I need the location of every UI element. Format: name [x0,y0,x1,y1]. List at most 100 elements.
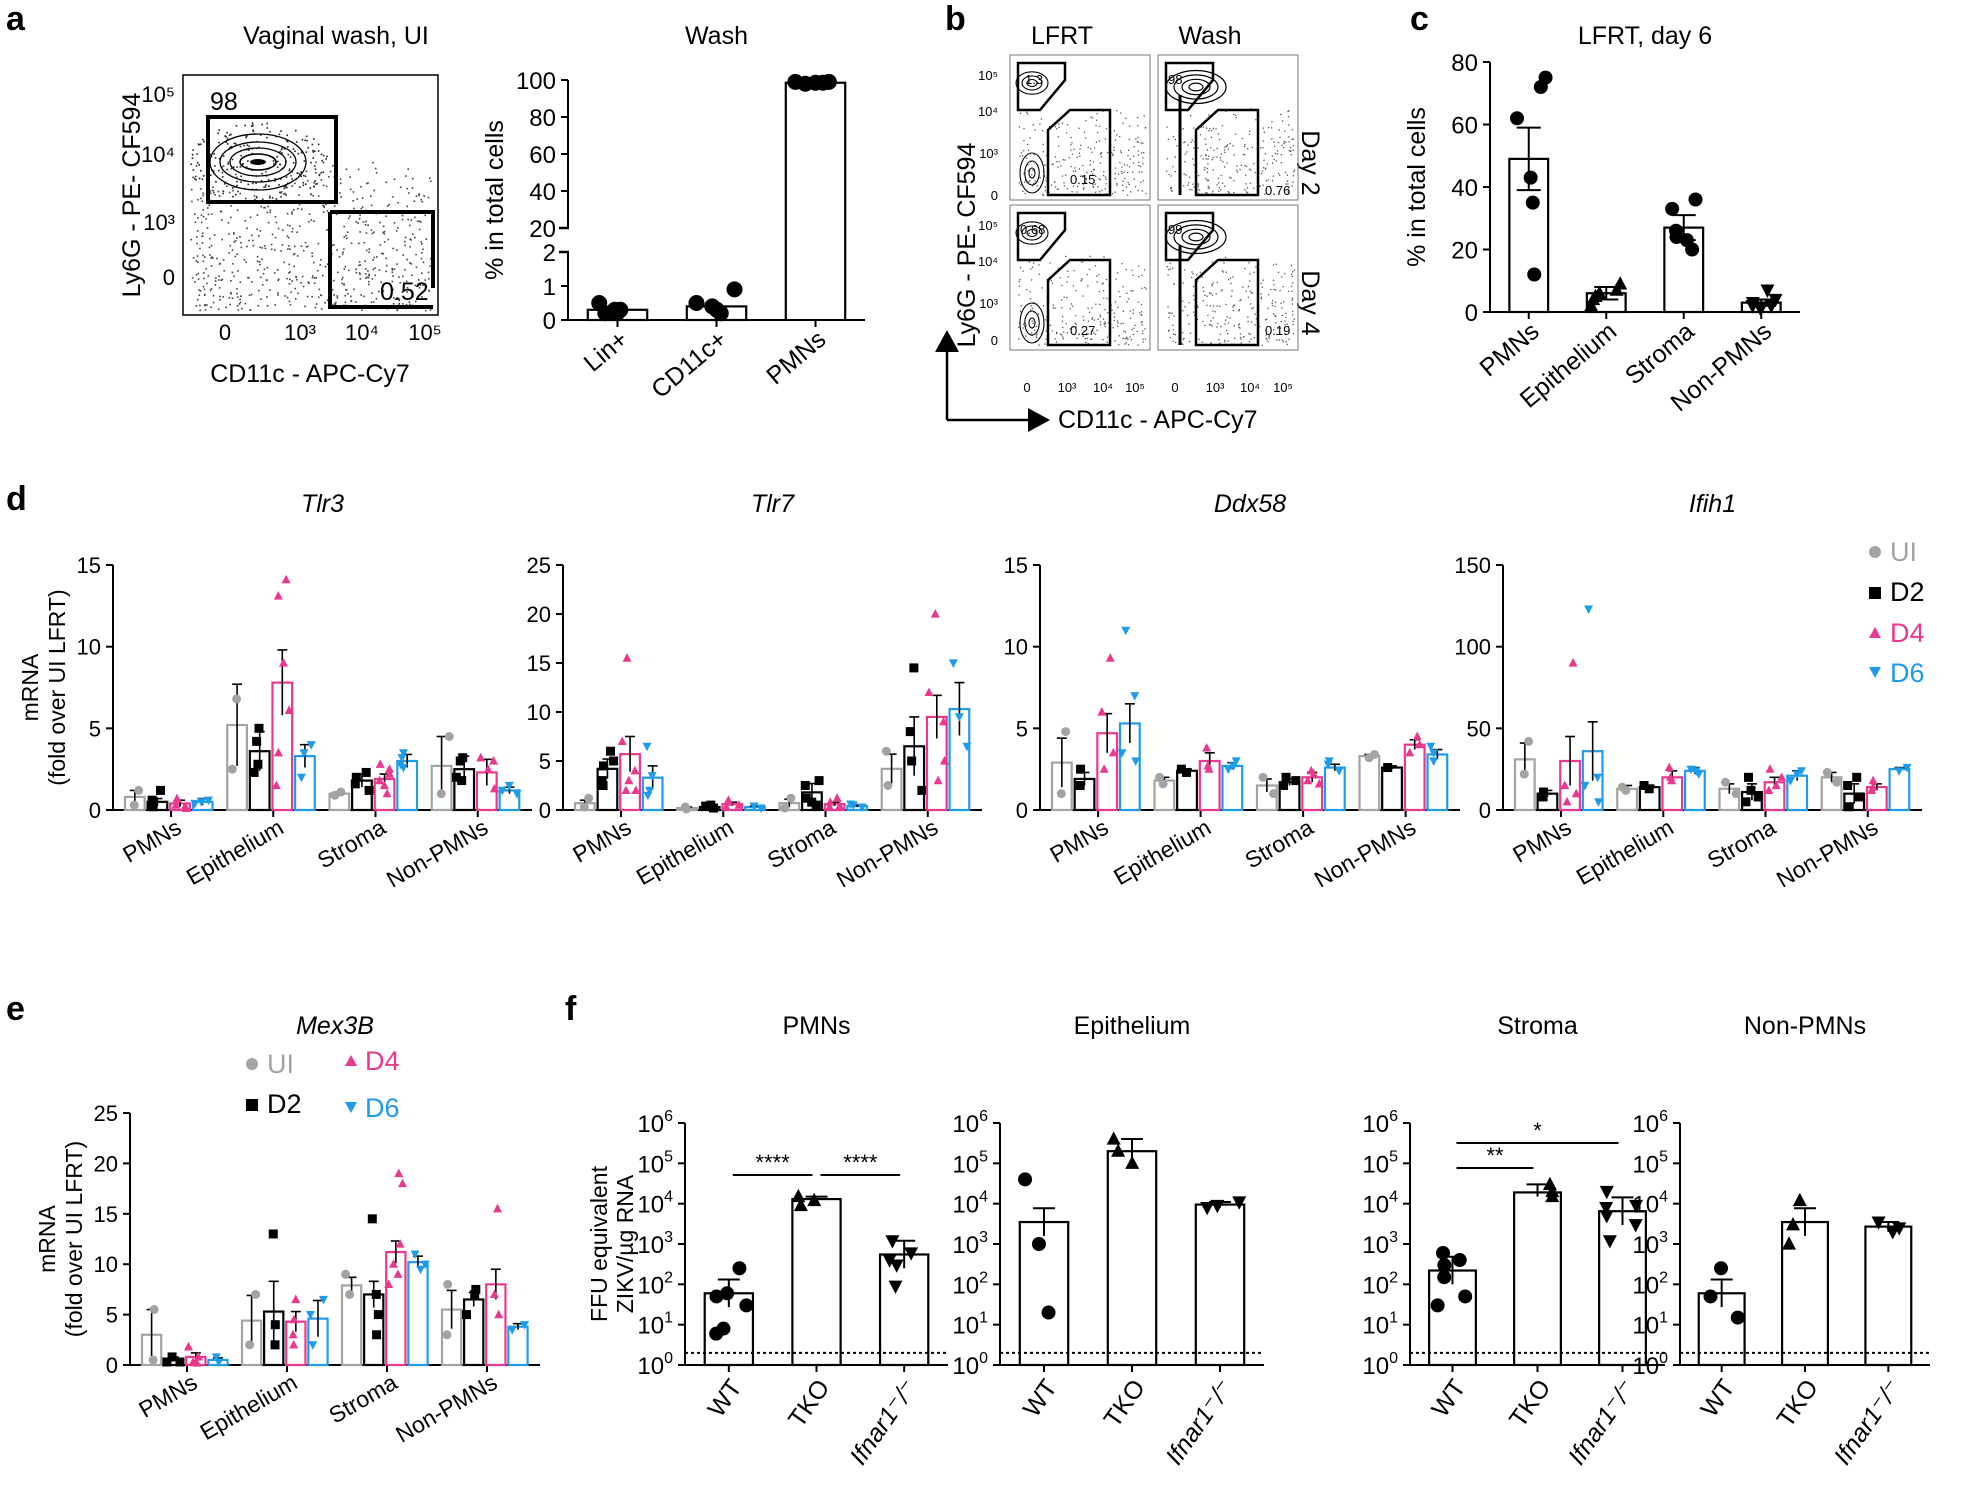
flow-dot [1105,178,1107,181]
flow-dot [355,301,357,303]
flow-dot [1224,341,1226,343]
data-point-D2 [364,785,374,795]
flow-dot [1019,266,1022,269]
flow-dot [421,200,424,203]
flow-dot [284,192,286,195]
flow-dot [208,246,211,249]
flow-dot [218,287,221,289]
flow-dot [196,230,199,232]
flow-dot [307,146,310,149]
flow-dot [213,153,216,155]
flow-dot [1122,310,1125,312]
flow-dot [1212,156,1214,159]
flow-dot [1191,271,1193,273]
flow-dot [1287,188,1289,191]
flow-dot [1116,110,1118,112]
flow-dot [1260,293,1262,295]
flow-dot [1204,138,1206,140]
flow-dot [1201,276,1203,278]
data-point-D4 [188,1357,198,1366]
flow-dot [1262,279,1264,281]
flow-b-xtick-3: 10⁵ [1125,380,1145,395]
flow-dot [355,271,358,274]
flow-dot [315,276,318,279]
flow-dot [226,143,229,145]
flow-dot [313,282,316,284]
data-point-D6 [1229,762,1239,771]
flow-dot [302,174,305,177]
flow-dot [409,238,412,240]
flow-dot [1029,137,1031,139]
flow-dot [1019,310,1022,312]
flow-dot [1271,304,1274,307]
flow-dot [285,185,287,187]
flow-dot [207,213,210,216]
flow-dot [1018,338,1020,340]
flow-dot [349,215,351,217]
flow-contour [1188,82,1204,92]
flow-dot [350,299,353,302]
flow-dot [275,198,278,200]
flow-dot [341,253,344,256]
flow-dot [1141,324,1143,326]
data-point-D6 [398,749,408,758]
flow-dot [1172,136,1175,138]
flow-dot [1242,153,1244,155]
flow-dot [1190,141,1192,143]
flow-dot [411,187,414,189]
flow-dot [418,193,420,195]
flow-dot [1135,138,1137,140]
data-point-D2 [162,1357,172,1367]
flow-dot [1204,166,1206,169]
flow-dot [1292,271,1294,273]
flow-dot [1223,149,1226,151]
flow-dot [202,192,204,195]
flow-dot [412,295,414,298]
flow-dot [1081,175,1083,177]
flow-dot [1020,152,1023,154]
data-point-D6 [1121,626,1131,636]
flow-dot [1291,185,1293,187]
flow-a-gate-lower [330,210,435,288]
flow-dot [365,277,367,280]
flow-dot [312,194,315,197]
flow-dot [1292,144,1295,147]
y-tick-label: 102 [1362,1269,1398,1299]
flow-dot [1027,169,1029,172]
flow-dot [1192,147,1195,149]
flow-dot [1283,142,1285,145]
data-point-D4 [1108,747,1118,757]
flow-dot [411,177,414,180]
flow-dot [217,132,219,135]
flow-dot [1167,306,1169,308]
flow-dot [1172,340,1174,342]
data-point-D6 [962,742,972,752]
flow-dot [1027,143,1029,146]
flow-dot [1140,181,1142,184]
data-point [1688,192,1703,207]
flow-dot [259,134,262,136]
flow-dot [415,266,418,268]
flow-dot [1246,192,1249,194]
flow-contour [1181,228,1211,246]
data-point-D4 [622,653,632,662]
y-tick-label: 80 [529,105,556,132]
flow-dot [1076,156,1078,159]
flow-dot [248,145,250,148]
flow-dot [285,194,287,196]
flow-dot [236,296,239,298]
data-point-D4 [630,765,640,775]
flow-dot [302,285,305,288]
flow-dot [1090,338,1092,341]
flow-dot [368,273,370,276]
flow-dot [1084,338,1086,340]
flow-dot [304,241,307,244]
flow-dot [1253,187,1255,189]
flow-dot [252,244,255,247]
flow-dot [1086,171,1088,174]
flow-dot [1112,153,1114,155]
flow-dot [1025,335,1027,337]
flow-dot [266,122,268,125]
